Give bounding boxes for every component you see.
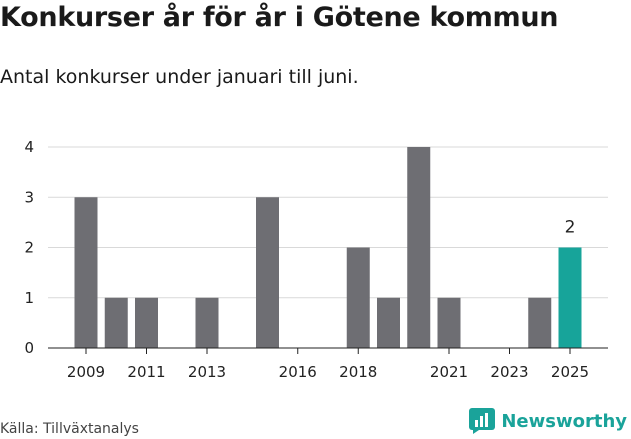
source-note: Källa: Tillväxtanalys (0, 421, 139, 437)
y-tick-label: 1 (24, 289, 34, 307)
chart-subtitle: Antal konkurser under januari till juni. (0, 66, 359, 88)
x-axis-ticks: 2009 2011 2013 2016 2018 2021 2023 2025 (67, 348, 589, 381)
x-tick-label: 2018 (339, 363, 377, 381)
bar-2019 (377, 297, 400, 348)
x-tick-label: 2009 (67, 363, 105, 381)
x-tick-label: 2023 (490, 363, 528, 381)
newsworthy-logo-icon (469, 408, 496, 434)
data-label: 2 (565, 218, 576, 238)
bar-2021 (437, 297, 461, 348)
bar-2024 (528, 297, 552, 348)
brand-name: Newsworthy (501, 410, 627, 432)
bar-2020 (407, 147, 431, 348)
chart-title: Konkurser år för år i Götene kommun (0, 2, 559, 33)
bar-chart: 0 1 2 3 4 2009 2011 2013 2016 2018 2021 2023 2025 2 (24, 138, 608, 381)
y-tick-label: 3 (24, 188, 34, 206)
x-tick-label: 2021 (430, 363, 468, 381)
data-labels: 2 (565, 218, 576, 238)
bars (74, 147, 582, 348)
x-tick-label: 2013 (188, 363, 226, 381)
bar-2010 (104, 297, 128, 348)
x-tick-label: 2025 (551, 363, 589, 381)
y-tick-label: 2 (24, 239, 34, 257)
bar-2018 (346, 247, 370, 348)
x-tick-label: 2011 (127, 363, 165, 381)
bar-2013 (195, 297, 219, 348)
x-tick-label: 2016 (279, 363, 317, 381)
brand-logo: Newsworthy (469, 408, 627, 434)
bar-2011 (135, 297, 158, 348)
y-tick-label: 0 (24, 339, 34, 357)
y-axis-ticks: 0 1 2 3 4 (24, 138, 34, 357)
bar-2025 (558, 247, 582, 348)
bar-2009 (74, 197, 98, 348)
y-tick-label: 4 (24, 138, 34, 156)
bar-2015 (256, 197, 279, 348)
grid-lines (48, 146, 608, 299)
